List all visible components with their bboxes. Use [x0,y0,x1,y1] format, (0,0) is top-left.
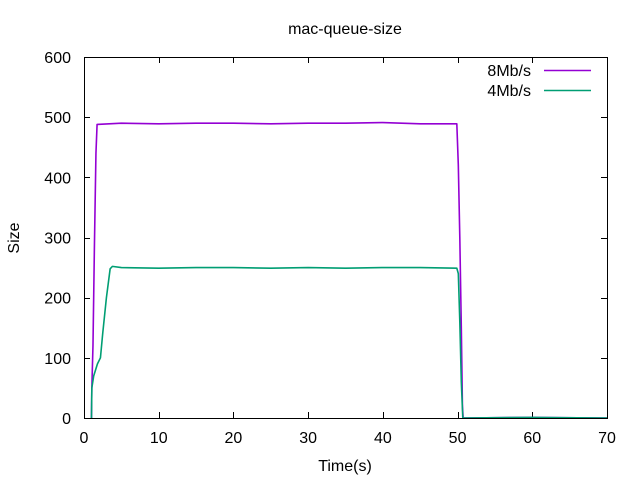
y-tick-label: 600 [44,50,71,67]
series-layer [90,121,608,419]
y-tick-label: 300 [44,231,71,248]
y-tick-label: 400 [44,170,71,187]
x-tick-label: 10 [150,430,168,447]
legend-label-2: 4Mb/s [487,83,531,100]
x-tick-label: 60 [523,430,541,447]
x-tick-label: 70 [598,430,616,447]
axis-ticks: 0 10 20 30 40 50 60 70 0 100 200 300 400 500 600 [44,50,616,447]
x-tick-label: 0 [80,430,89,447]
chart-title: mac-queue-size [288,21,402,38]
y-tick-label: 200 [44,291,71,308]
y-axis-title: Size [6,222,23,253]
x-axis-title: Time(s) [318,458,372,475]
legend-label-1: 8Mb/s [487,63,531,80]
y-tick-label: 100 [44,351,71,368]
series-line-1 [90,121,608,419]
y-tick-label: 0 [62,411,71,428]
series-line-2 [90,265,608,419]
x-tick-label: 20 [225,430,243,447]
legend: 8Mb/s 4Mb/s [487,63,591,100]
y-tick-label: 500 [44,110,71,127]
x-tick-label: 40 [374,430,392,447]
plot-frame [84,57,608,419]
x-tick-label: 50 [449,430,467,447]
x-tick-label: 30 [299,430,317,447]
